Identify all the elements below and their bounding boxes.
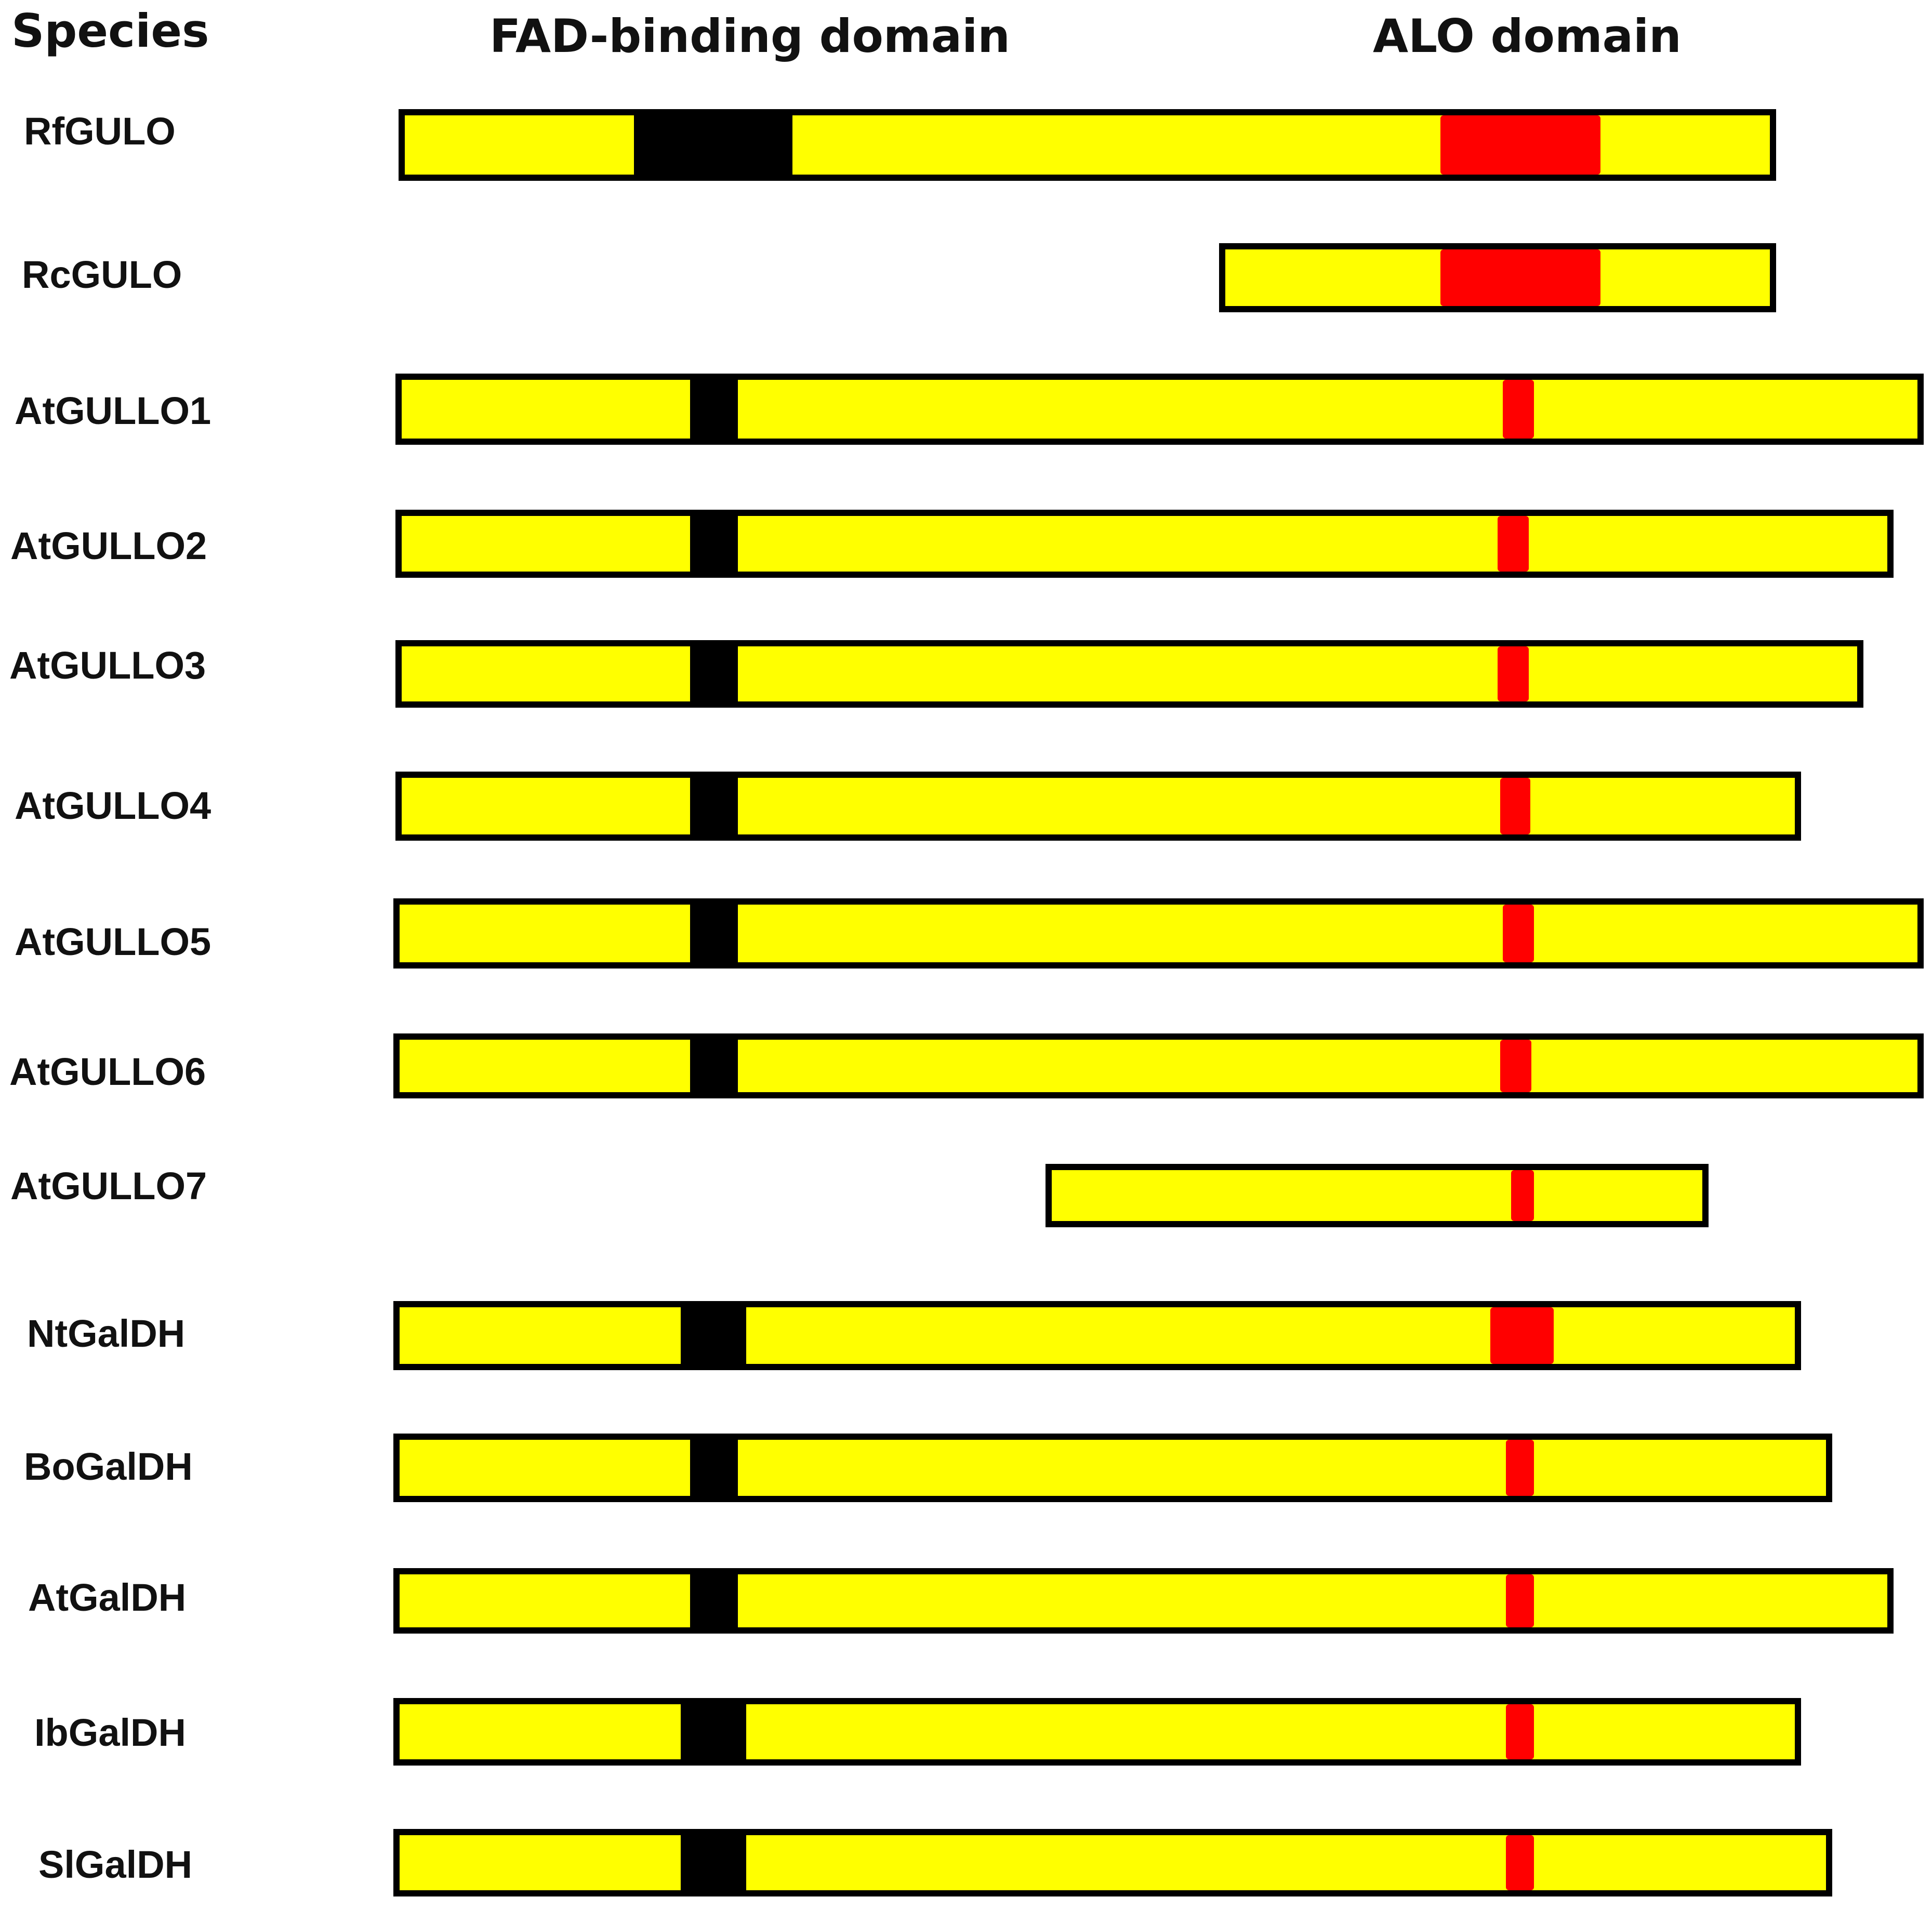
protein-rows: RfGULO RcGULO AtGULLO1 AtGULLO2 AtGULLO3 AtGU… xyxy=(9,109,1924,1896)
species-label-atgaldh: AtGalDH xyxy=(28,1576,186,1619)
fad-domain-ibgaldh xyxy=(681,1701,746,1762)
species-label-ibgaldh: IbGalDH xyxy=(34,1711,186,1754)
protein-bar-atgaldh xyxy=(396,1571,1890,1630)
protein-outline-atgullo2 xyxy=(395,510,1894,578)
species-label-rfgulo: RfGULO xyxy=(24,110,176,153)
species-label-atgullo6: AtGULLO6 xyxy=(9,1050,206,1093)
protein-bar-atgullo7 xyxy=(1049,1167,1705,1224)
species-label-ntgaldh: NtGalDH xyxy=(27,1312,185,1355)
protein-row-slgaldh: SlGalDH xyxy=(38,1829,1832,1896)
protein-outline-atgullo6 xyxy=(393,1033,1924,1098)
protein-outline-rcgulo xyxy=(1219,243,1776,312)
protein-bar-bogaldh xyxy=(396,1437,1829,1499)
protein-outline-ntgaldh xyxy=(393,1301,1801,1370)
species-label-atgullo2: AtGULLO2 xyxy=(10,524,207,567)
alo-domain-slgaldh xyxy=(1506,1835,1534,1890)
protein-row-ntgaldh: NtGalDH xyxy=(27,1301,1801,1370)
alo-domain-atgullo1 xyxy=(1503,380,1534,439)
protein-bar-atgullo3 xyxy=(399,643,1860,705)
species-label-atgullo5: AtGULLO5 xyxy=(15,920,211,963)
fad-domain-atgullo5 xyxy=(690,901,738,965)
protein-outline-atgullo4 xyxy=(395,772,1801,841)
protein-outline-bogaldh xyxy=(393,1434,1832,1502)
fad-domain-atgullo6 xyxy=(690,1037,738,1095)
fad-domain-atgullo4 xyxy=(690,775,738,838)
protein-row-atgullo3: AtGULLO3 xyxy=(9,640,1863,708)
species-label-bogaldh: BoGalDH xyxy=(24,1445,193,1488)
alo-domain-ibgaldh xyxy=(1506,1704,1534,1759)
protein-bar-atgullo4 xyxy=(399,775,1798,838)
fad-domain-ntgaldh xyxy=(681,1304,746,1367)
species-header: Species xyxy=(11,4,209,58)
fad-domain-header: FAD-binding domain xyxy=(489,9,1010,63)
alo-domain-rcgulo xyxy=(1440,249,1600,306)
species-label-atgullo3: AtGULLO3 xyxy=(9,644,206,687)
alo-domain-atgullo7 xyxy=(1511,1170,1534,1221)
fad-domain-atgullo1 xyxy=(690,377,738,442)
protein-bar-atgullo6 xyxy=(396,1037,1921,1095)
species-label-atgullo1: AtGULLO1 xyxy=(15,389,211,432)
fad-domain-bogaldh xyxy=(690,1437,738,1499)
protein-row-atgaldh: AtGalDH xyxy=(28,1568,1894,1634)
protein-bar-atgullo2 xyxy=(399,513,1890,575)
protein-bar-ibgaldh xyxy=(396,1701,1798,1762)
protein-row-atgullo2: AtGULLO2 xyxy=(10,510,1894,578)
protein-bar-atgullo5 xyxy=(396,901,1921,965)
alo-domain-atgullo6 xyxy=(1500,1040,1531,1092)
species-label-atgullo7: AtGULLO7 xyxy=(10,1164,207,1208)
protein-row-rfgulo: RfGULO xyxy=(24,109,1776,181)
alo-domain-atgullo2 xyxy=(1498,516,1529,572)
alo-domain-bogaldh xyxy=(1506,1440,1534,1496)
protein-bar-slgaldh xyxy=(396,1832,1829,1893)
alo-domain-header: ALO domain xyxy=(1373,9,1682,63)
protein-row-atgullo1: AtGULLO1 xyxy=(15,374,1924,445)
alo-domain-atgullo5 xyxy=(1503,905,1534,962)
fad-domain-slgaldh xyxy=(681,1832,746,1893)
protein-outline-atgaldh xyxy=(393,1568,1894,1634)
fad-domain-rfgulo xyxy=(634,112,792,178)
protein-outline-atgullo3 xyxy=(395,640,1863,708)
protein-bar-atgullo1 xyxy=(399,377,1921,442)
protein-row-atgullo6: AtGULLO6 xyxy=(9,1033,1924,1098)
species-label-slgaldh: SlGalDH xyxy=(38,1843,192,1886)
protein-outline-atgullo7 xyxy=(1046,1164,1709,1227)
protein-outline-slgaldh xyxy=(393,1829,1832,1896)
alo-domain-ntgaldh xyxy=(1490,1307,1554,1364)
protein-outline-atgullo5 xyxy=(393,898,1924,969)
protein-outline-ibgaldh xyxy=(393,1698,1801,1766)
alo-domain-rfgulo xyxy=(1440,115,1600,175)
protein-row-atgullo4: AtGULLO4 xyxy=(15,772,1801,841)
alo-domain-atgullo4 xyxy=(1500,778,1530,834)
protein-row-atgullo5: AtGULLO5 xyxy=(15,898,1924,969)
fad-domain-atgullo3 xyxy=(690,643,738,705)
fad-domain-atgullo2 xyxy=(690,513,738,575)
species-label-atgullo4: AtGULLO4 xyxy=(15,784,211,827)
protein-row-bogaldh: BoGalDH xyxy=(24,1434,1832,1502)
species-label-rcgulo: RcGULO xyxy=(22,253,182,296)
protein-row-ibgaldh: IbGalDH xyxy=(34,1698,1801,1766)
alo-domain-atgaldh xyxy=(1506,1574,1534,1627)
fad-domain-atgaldh xyxy=(690,1571,738,1630)
protein-row-atgullo7: AtGULLO7 xyxy=(10,1164,1709,1227)
alo-domain-atgullo3 xyxy=(1498,646,1529,701)
protein-row-rcgulo: RcGULO xyxy=(22,243,1776,312)
protein-bar-ntgaldh xyxy=(396,1304,1798,1367)
protein-outline-rfgulo xyxy=(399,109,1776,181)
protein-outline-atgullo1 xyxy=(395,374,1924,445)
